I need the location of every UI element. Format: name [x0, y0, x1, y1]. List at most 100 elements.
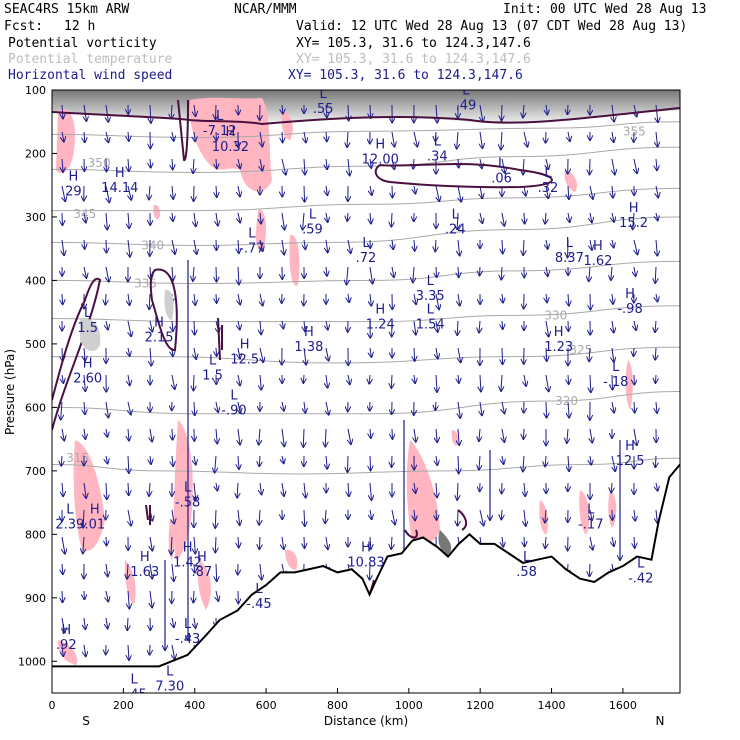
wind-arrow	[656, 509, 657, 523]
wind-arrow	[326, 158, 327, 169]
wind-arrow	[391, 536, 392, 549]
y-tick-label: 400	[25, 274, 46, 287]
x-axis-end-north: N	[656, 714, 665, 728]
wind-arrow	[128, 374, 130, 385]
hl-marker: L	[612, 360, 620, 375]
wind-arrow	[480, 104, 483, 121]
hl-marker: L	[84, 306, 92, 321]
theta-contour-label: 355	[623, 124, 646, 138]
wind-arrow	[370, 104, 371, 118]
wind-arrow	[216, 590, 218, 601]
wind-arrow	[347, 131, 348, 147]
wind-arrow	[458, 428, 459, 445]
wind-arrow	[106, 104, 108, 122]
wind-arrow	[612, 131, 614, 142]
fcst-label: Fcst:	[4, 19, 43, 34]
hl-marker: H	[140, 550, 150, 565]
theta-contour	[52, 187, 680, 212]
wind-arrow	[259, 428, 260, 445]
hl-value: 1.38	[294, 340, 323, 355]
y-tick-label: 100	[25, 84, 46, 97]
wind-arrow	[282, 455, 284, 463]
wind-arrow	[304, 158, 305, 174]
wind-arrow	[348, 293, 349, 302]
wind-arrow	[61, 455, 62, 466]
wind-arrow	[238, 401, 240, 413]
wind-arrow	[480, 158, 482, 168]
wind-arrow	[238, 455, 239, 469]
wind-arrow	[457, 482, 458, 500]
wind-arrow	[282, 320, 283, 328]
hl-value: 15.2	[619, 216, 648, 231]
wind-arrow	[171, 104, 172, 119]
wind-arrow	[392, 131, 394, 147]
wind-arrow	[436, 482, 437, 497]
wind-arrow	[480, 374, 481, 391]
x-tick-label: 1400	[538, 699, 566, 712]
wind-arrow	[260, 347, 263, 362]
wind-arrow	[304, 347, 306, 365]
wind-arrow	[502, 401, 504, 413]
wind-arrow	[216, 266, 217, 282]
wind-arrow	[611, 266, 612, 280]
hl-value: .72	[356, 251, 377, 266]
wind-arrow	[282, 104, 283, 114]
wind-arrow	[457, 509, 458, 526]
wind-arrow	[612, 536, 614, 546]
wind-arrow	[172, 185, 173, 199]
theta-contour-label: 320	[555, 394, 578, 408]
hl-marker: H	[154, 315, 164, 330]
wind-arrow	[502, 212, 504, 226]
wind-arrow	[150, 320, 152, 331]
wind-arrow	[414, 482, 416, 493]
wind-arrow	[370, 185, 372, 195]
wind-arrow	[611, 482, 612, 492]
hl-value: 12.00	[362, 153, 399, 168]
wind-arrow	[260, 131, 262, 146]
wind-arrow	[127, 617, 128, 630]
wind-arrow	[172, 644, 175, 659]
wind-arrow	[523, 455, 524, 471]
theta-contour	[52, 121, 680, 139]
wind-arrow	[524, 482, 525, 496]
plot-frame	[51, 89, 681, 694]
hl-marker: H	[69, 169, 79, 184]
wind-arrow	[84, 131, 85, 142]
wind-arrow	[128, 509, 131, 526]
wind-arrow	[568, 293, 569, 306]
wind-arrow	[62, 374, 63, 383]
wind-arrow	[590, 536, 593, 550]
wind-arrow	[128, 455, 129, 473]
field-xy-pv: XY= 105.3, 31.6 to 124.3,147.6	[296, 36, 531, 51]
wind-arrow	[523, 239, 524, 255]
wind-arrow	[501, 104, 502, 120]
wind-arrow	[127, 563, 128, 579]
wind-arrow	[282, 428, 284, 446]
x-axis-title: Distance (km)	[324, 714, 408, 728]
wind-arrow	[502, 347, 503, 364]
wind-arrow	[436, 320, 438, 332]
wind-arrow	[62, 131, 64, 142]
y-tick-label: 800	[25, 528, 46, 541]
wind-arrow	[348, 428, 351, 444]
wind-arrow	[149, 482, 150, 496]
wind-arrow	[106, 266, 109, 282]
wind-arrow	[457, 131, 458, 149]
x-tick-label: 400	[184, 699, 205, 712]
hl-marker: L	[498, 157, 506, 172]
y-tick-label: 500	[25, 338, 46, 351]
init-time: Init: 00 UTC Wed 28 Aug 13	[503, 2, 707, 17]
wind-arrow	[215, 509, 216, 528]
hl-value: 1.24	[366, 318, 395, 333]
wind-arrow	[238, 293, 240, 304]
wind-arrow	[480, 401, 482, 415]
hl-marker: L	[462, 84, 470, 99]
wind-arrow	[194, 239, 197, 254]
terrain-fill	[52, 464, 680, 693]
wind-arrow	[546, 401, 547, 418]
wind-arrow	[414, 428, 416, 442]
x-tick-label: 600	[256, 699, 277, 712]
wind-arrow	[128, 644, 129, 660]
wind-arrow	[84, 617, 85, 629]
theta-contour	[52, 305, 680, 323]
